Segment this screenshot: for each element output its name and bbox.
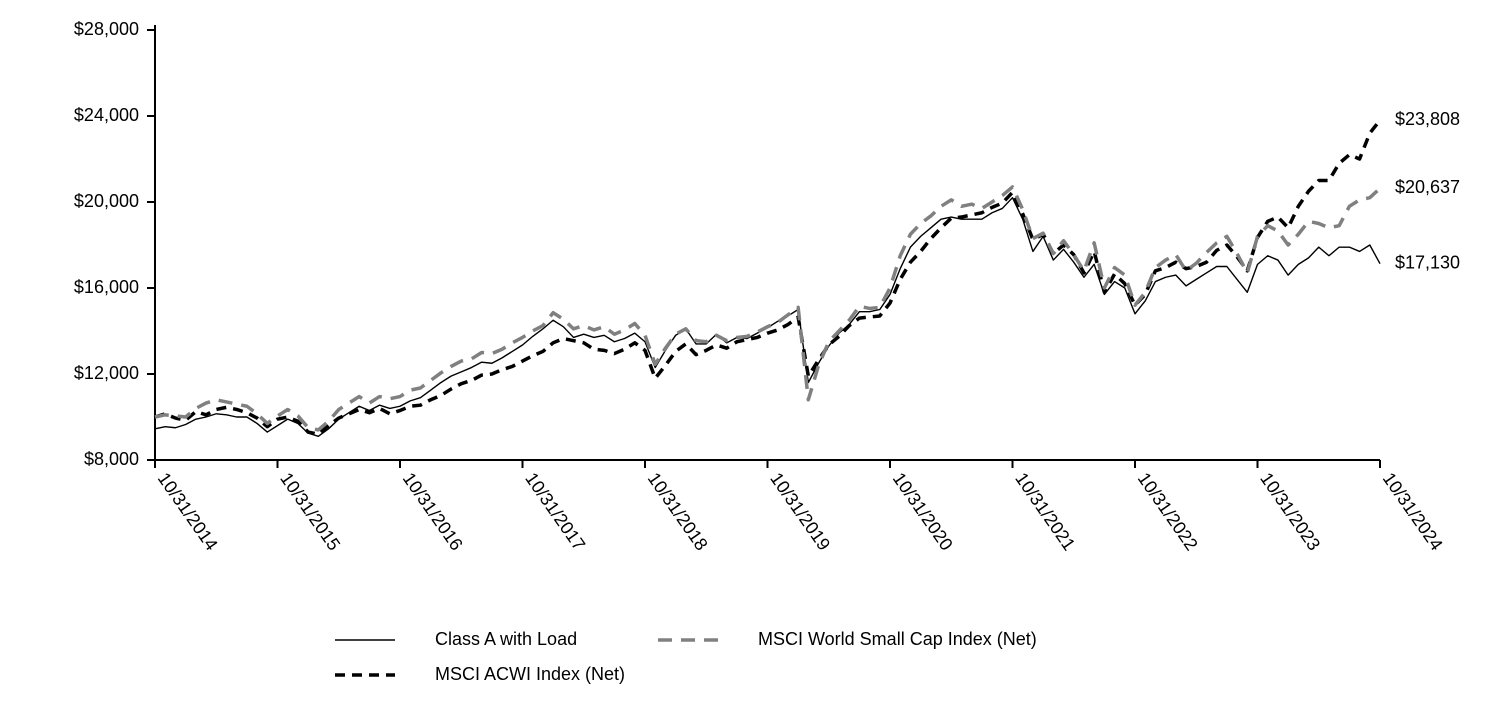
- series-msci_smallcap: [155, 187, 1380, 430]
- legend-label-class_a: Class A with Load: [435, 629, 577, 649]
- y-tick-label: $12,000: [74, 363, 139, 383]
- series-class_a: [155, 198, 1380, 437]
- x-tick-label: 10/31/2016: [399, 469, 467, 554]
- legend-label-msci_smallcap: MSCI World Small Cap Index (Net): [758, 629, 1037, 649]
- x-tick-label: 10/31/2015: [276, 469, 344, 554]
- y-tick-label: $24,000: [74, 105, 139, 125]
- chart-svg: $8,000 $12,000 $16,000 $20,000 $24,000 $28,00…: [0, 0, 1512, 708]
- y-tick-label: $28,000: [74, 19, 139, 39]
- series-msci_acwi: [155, 120, 1380, 434]
- end-label-msci_smallcap: $20,637: [1395, 177, 1460, 197]
- x-tick-label: 10/31/2014: [154, 469, 222, 554]
- y-tick-label: $16,000: [74, 277, 139, 297]
- x-tick-label: 10/31/2017: [521, 469, 589, 554]
- x-tick-label: 10/31/2022: [1134, 469, 1202, 554]
- x-tick-label: 10/31/2020: [889, 469, 957, 554]
- y-tick-label: $8,000: [84, 449, 139, 469]
- y-tick-label: $20,000: [74, 191, 139, 211]
- end-label-msci_acwi: $23,808: [1395, 109, 1460, 129]
- x-tick-label: 10/31/2024: [1379, 469, 1447, 554]
- x-tick-label: 10/31/2019: [766, 469, 834, 554]
- end-label-class_a: $17,130: [1395, 252, 1460, 272]
- x-tick-label: 10/31/2023: [1256, 469, 1324, 554]
- legend-label-msci_acwi: MSCI ACWI Index (Net): [435, 664, 625, 684]
- x-tick-label: 10/31/2021: [1011, 469, 1079, 554]
- x-tick-label: 10/31/2018: [644, 469, 712, 554]
- growth-chart: $8,000 $12,000 $16,000 $20,000 $24,000 $28,00…: [0, 0, 1512, 708]
